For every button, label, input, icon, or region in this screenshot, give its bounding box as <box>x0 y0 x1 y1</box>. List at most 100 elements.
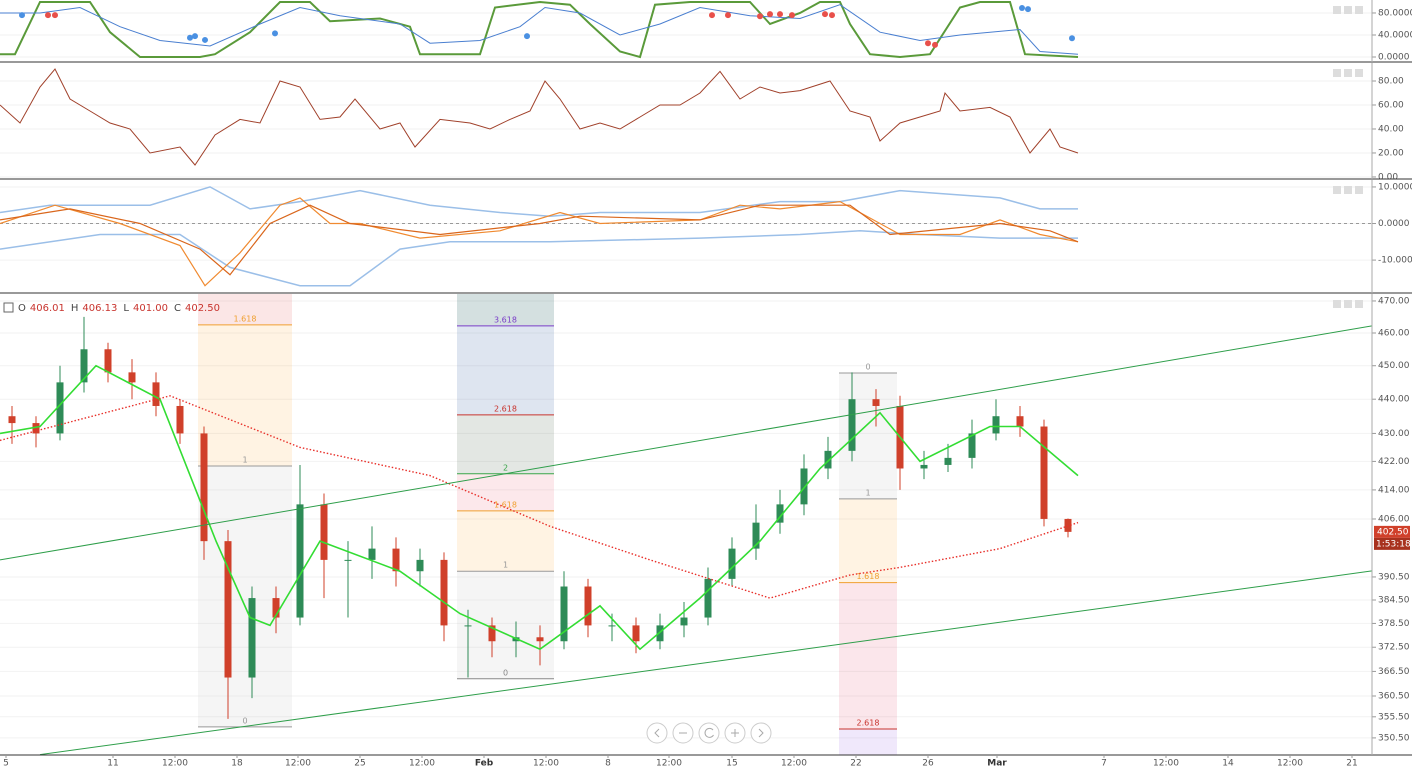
candle-body <box>416 559 424 572</box>
x-tick-label: 22 <box>850 759 861 769</box>
reset-icon <box>704 727 714 738</box>
fib-label: 1.618 <box>857 572 880 581</box>
y-tick-label: 350.50 <box>1378 733 1410 743</box>
candle-body <box>296 504 304 618</box>
panel-button[interactable] <box>1333 6 1341 14</box>
y-tick-label: 470.00 <box>1378 296 1410 306</box>
candle-body <box>176 405 184 434</box>
navigation-buttons[interactable] <box>646 722 772 744</box>
scroll-right-button[interactable] <box>750 722 772 744</box>
panel-button[interactable] <box>1344 6 1352 14</box>
x-tick-label: 12:00 <box>533 759 559 769</box>
fib-label: 0 <box>503 668 508 677</box>
panel-button[interactable] <box>1333 186 1341 194</box>
marker <box>19 12 25 19</box>
candle-body <box>8 416 16 424</box>
ohlc-value: 401.00 <box>133 303 168 314</box>
marker <box>757 13 763 20</box>
x-tick-label: 8 <box>605 759 611 769</box>
candle-body <box>200 433 208 542</box>
candle-body <box>752 522 760 549</box>
panel-button[interactable] <box>1333 300 1341 308</box>
candle-body <box>224 541 232 678</box>
candle-body <box>728 548 736 579</box>
candle-body <box>392 548 400 572</box>
y-tick-label: 40.00 <box>1378 124 1404 134</box>
x-tick-label: 12:00 <box>781 759 807 769</box>
candle-body <box>608 625 616 627</box>
marker <box>45 12 51 19</box>
panel-button[interactable] <box>1344 186 1352 194</box>
ohlc-key: C <box>174 303 181 314</box>
y-tick-label: 355.50 <box>1378 712 1410 722</box>
fib-label: 0 <box>242 716 247 725</box>
candle-body <box>560 586 568 642</box>
candle-body <box>872 399 880 406</box>
panel <box>0 0 1372 59</box>
candle-body <box>968 433 976 458</box>
panel <box>0 186 1372 287</box>
panel-button[interactable] <box>1355 300 1363 308</box>
x-tick-label: 12:00 <box>1277 759 1303 769</box>
reset-button[interactable] <box>698 722 720 744</box>
candle-body <box>152 382 160 406</box>
marker <box>524 33 530 40</box>
candle-body <box>32 423 40 434</box>
y-tick-label: 10.0000 <box>1378 182 1412 192</box>
marker <box>767 11 773 18</box>
candle-body <box>848 399 856 451</box>
marker <box>725 12 731 19</box>
ohlc-key: L <box>123 303 129 314</box>
panel: 0 1 1.618 0 1 1.618 2 2.618 3.618 0 1 1.618 2.618 <box>0 294 1372 755</box>
fib-label: 1 <box>865 488 870 497</box>
candle-body <box>488 625 496 642</box>
candle-body <box>704 578 712 618</box>
y-tick-label: 450.00 <box>1378 361 1410 371</box>
fib-zone <box>839 373 897 499</box>
panel-button[interactable] <box>1344 300 1352 308</box>
fib-label: 3.618 <box>494 315 517 324</box>
ohlc-key: O <box>18 303 26 314</box>
last-price-label: 402.50 <box>1377 527 1409 537</box>
candle-body <box>920 464 928 469</box>
series-line <box>0 68 1079 166</box>
scroll-left-button[interactable] <box>646 722 668 744</box>
candle-body <box>80 349 88 383</box>
x-tick-label: 7 <box>1101 759 1107 769</box>
x-tick-label: Mar <box>987 759 1007 769</box>
ohlc-value: 402.50 <box>185 303 220 314</box>
x-tick-label: 12:00 <box>1153 759 1179 769</box>
ohlc-header: O 406.01 H 406.13 L 401.00 C 402.50 <box>18 303 220 314</box>
panel-button[interactable] <box>1355 69 1363 77</box>
y-tick-label: 440.00 <box>1378 395 1410 405</box>
ohlc-value: 406.13 <box>82 303 117 314</box>
x-tick-label: 5 <box>3 759 9 769</box>
marker <box>1019 5 1025 12</box>
fib-zone <box>457 414 554 474</box>
panel-button[interactable] <box>1344 69 1352 77</box>
y-tick-label: 60.00 <box>1378 100 1404 110</box>
marker <box>1069 35 1075 42</box>
candle-body <box>104 349 112 373</box>
fib-zone <box>198 466 292 727</box>
y-tick-label: 0.0000 <box>1378 52 1410 62</box>
series-line <box>0 364 1079 651</box>
marker <box>52 12 58 19</box>
button-icons <box>654 728 764 738</box>
marker <box>822 11 828 18</box>
panel-button[interactable] <box>1355 6 1363 14</box>
panel-button[interactable] <box>1333 69 1341 77</box>
x-tick-label: 12:00 <box>285 759 311 769</box>
marker <box>925 40 931 47</box>
marker <box>709 12 715 19</box>
x-tick-label: 26 <box>922 759 934 769</box>
countdown-tag <box>1374 537 1410 550</box>
candle-body <box>680 617 688 626</box>
series-line <box>0 186 1078 217</box>
candle-body <box>944 457 952 465</box>
fib-label: 1 <box>503 561 508 570</box>
y-tick-label: 430.00 <box>1378 429 1410 439</box>
panel-button[interactable] <box>1355 186 1363 194</box>
x-tick-label: 11 <box>107 759 118 769</box>
